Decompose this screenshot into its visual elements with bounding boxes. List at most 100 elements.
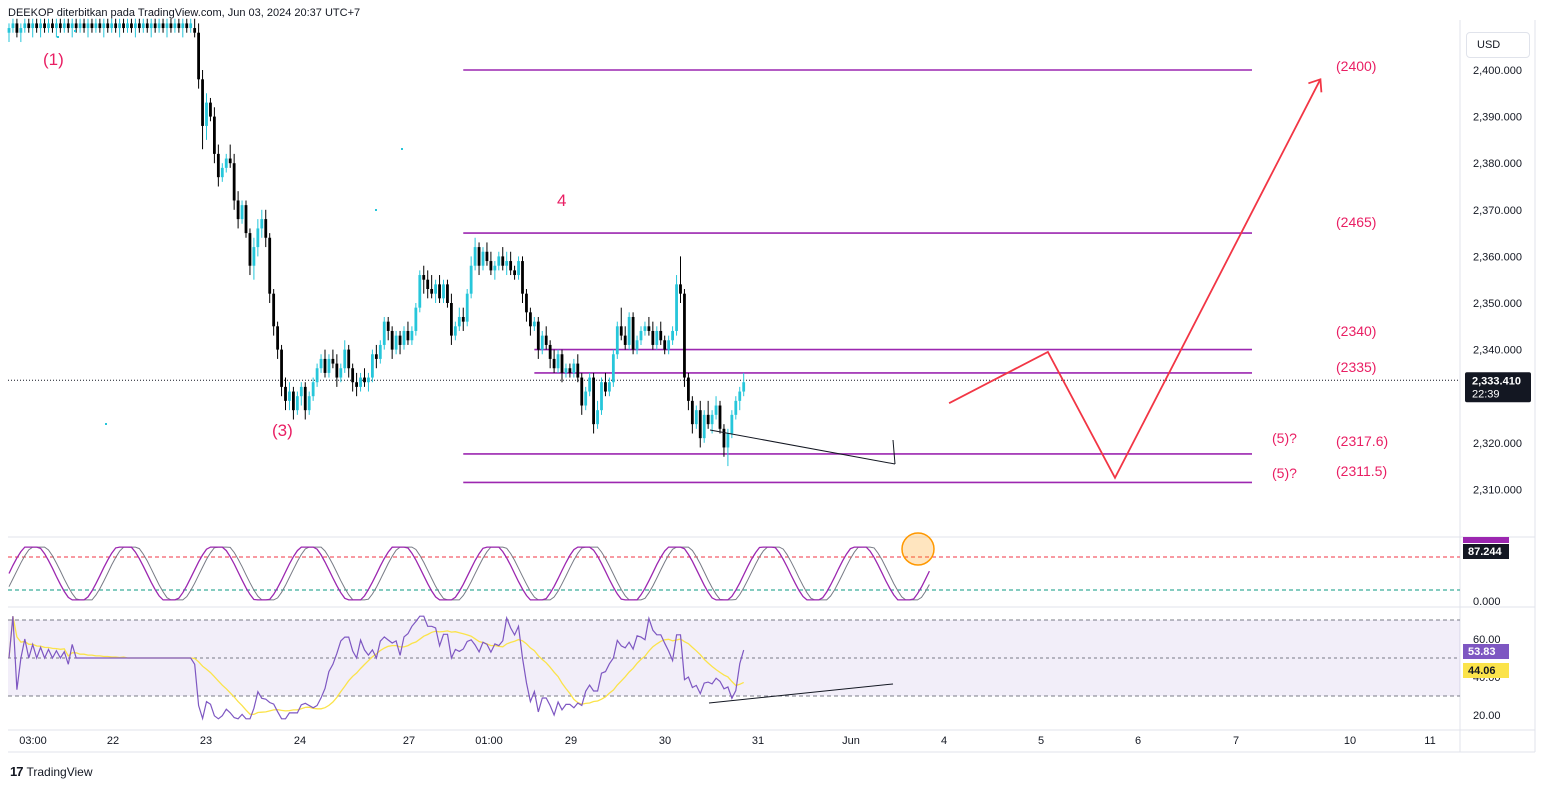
candle-body — [62, 23, 66, 29]
candle — [627, 312, 631, 350]
currency-button[interactable]: USD — [1466, 32, 1530, 58]
time-tick-label: Jun — [842, 735, 860, 747]
candle — [280, 344, 283, 397]
candle-body — [497, 256, 501, 266]
price-tick-label: 2,400.000 — [1473, 65, 1522, 77]
candle — [631, 312, 635, 355]
candle — [23, 18, 27, 33]
candle — [473, 237, 477, 271]
candle-body — [110, 23, 114, 29]
candle — [35, 18, 39, 33]
level-label: (2400) — [1336, 58, 1376, 74]
candle-body — [169, 23, 173, 29]
candle-body — [363, 377, 366, 383]
candle-body — [272, 293, 276, 327]
candle-body — [35, 23, 39, 29]
candle-body — [315, 368, 319, 383]
candle-body — [718, 405, 722, 429]
marker-dot — [57, 36, 59, 38]
candle-body — [347, 349, 351, 369]
stoch-k-line — [8, 546, 930, 601]
candle-body — [450, 303, 453, 336]
candle-body — [82, 23, 86, 29]
candle-body — [307, 396, 311, 411]
candle — [615, 321, 619, 359]
candle-body — [679, 284, 682, 294]
candle — [47, 18, 50, 33]
candle — [493, 261, 497, 280]
candle-body — [232, 163, 236, 201]
candle — [106, 18, 110, 33]
candle-body — [647, 326, 651, 331]
candle — [209, 97, 212, 122]
time-tick-label: 29 — [565, 735, 577, 747]
candle-body — [627, 316, 631, 345]
candle-body — [134, 23, 137, 29]
candle — [55, 18, 58, 38]
candle — [319, 354, 323, 373]
candle-body — [667, 340, 671, 350]
candle-body — [584, 391, 588, 406]
candle-body — [39, 23, 42, 29]
wave-label: 4 — [557, 191, 566, 210]
time-tick-label: 4 — [941, 735, 947, 747]
candle-body — [390, 330, 394, 350]
candle — [70, 18, 74, 38]
candle-body — [702, 414, 706, 439]
candle — [62, 18, 66, 33]
candle — [450, 293, 453, 345]
candle — [114, 18, 118, 33]
candle — [675, 275, 678, 336]
candle — [339, 363, 343, 383]
candle — [153, 18, 157, 33]
marker-dot — [375, 209, 377, 211]
price-tick-label: 2,350.000 — [1473, 298, 1522, 310]
candle-body — [197, 32, 200, 80]
candle — [552, 349, 556, 373]
candle-body — [244, 205, 248, 234]
candle — [363, 368, 366, 387]
candle-body — [623, 335, 627, 345]
candle — [161, 18, 165, 33]
candle-body — [205, 102, 208, 126]
stoch-tag-hidden — [1463, 537, 1509, 543]
candle — [248, 228, 252, 276]
price-tick-label: 2,310.000 — [1473, 484, 1522, 496]
candle — [394, 330, 398, 355]
candle — [232, 153, 236, 210]
marker-dot — [74, 30, 76, 32]
tradingview-brand[interactable]: 17 TradingView — [10, 764, 93, 779]
stoch-axis-label: 0.000 — [1473, 596, 1501, 608]
candle-body — [710, 414, 714, 425]
candle-body — [398, 335, 402, 345]
rsi-price-tag — [1463, 644, 1509, 659]
candle — [513, 265, 516, 280]
candle-body — [671, 330, 674, 341]
candle-body — [209, 102, 212, 117]
level-label: (2465) — [1336, 214, 1376, 230]
candle — [284, 377, 287, 411]
candle — [39, 18, 42, 38]
wave-label: (3) — [272, 421, 293, 440]
candle-body — [303, 386, 307, 411]
candle — [240, 200, 244, 224]
candle-body — [493, 265, 497, 271]
candle-body — [576, 363, 580, 378]
candle — [453, 321, 457, 341]
candle — [497, 251, 501, 271]
rsi-ma-price-tag — [1463, 663, 1509, 678]
candle — [556, 349, 560, 373]
time-tick-label: 5 — [1038, 735, 1044, 747]
level-lines: (2400) (2465) (2340) (2335) (2317.6) (5)? (231… — [463, 58, 1388, 484]
candle-body — [734, 400, 738, 415]
candle — [623, 326, 627, 350]
candle-body — [690, 400, 694, 425]
candle — [260, 209, 264, 238]
candle-body — [153, 23, 157, 29]
candle — [86, 18, 90, 38]
marker-dot — [401, 148, 403, 150]
candle — [98, 18, 102, 33]
projection-arrowhead — [1308, 78, 1323, 93]
rsi-ma-price-value: 44.06 — [1468, 665, 1496, 677]
